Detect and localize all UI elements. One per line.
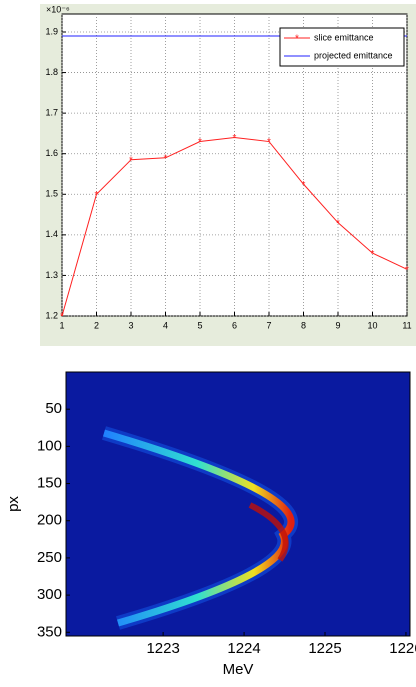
y-tick-label: 1.9 <box>45 26 58 36</box>
legend-marker: * <box>295 34 299 45</box>
x-tick-label: 5 <box>197 320 202 330</box>
y-tick-label: 1.4 <box>45 229 58 239</box>
y-tick-label: 1.8 <box>45 67 58 77</box>
x-tick-label: 2 <box>94 320 99 330</box>
x-tick-label: 1226 <box>389 640 416 657</box>
y-multiplier: ×10⁻⁶ <box>46 4 70 14</box>
y-tick-label: 200 <box>37 512 62 529</box>
y-tick-label: 1.2 <box>45 310 58 320</box>
x-tick-label: 1224 <box>227 640 260 657</box>
y-tick-label: 1.5 <box>45 189 58 199</box>
marker: * <box>129 155 133 166</box>
x-tick-label: 1 <box>59 320 64 330</box>
x-tick-label: 7 <box>266 320 271 330</box>
x-tick-label: 1225 <box>308 640 341 657</box>
y-tick-label: 350 <box>37 623 62 640</box>
legend-label: projected emittance <box>314 50 393 60</box>
marker: * <box>267 137 271 148</box>
x-tick-label: 11 <box>402 320 411 330</box>
y-tick-label: 150 <box>37 475 62 492</box>
heatmap <box>66 372 410 636</box>
axes-frame <box>65 371 411 637</box>
y-tick-label: 50 <box>45 400 62 417</box>
marker: * <box>336 218 340 229</box>
beam-peak <box>248 502 289 562</box>
y-tick-label: 250 <box>37 549 62 566</box>
x-axis-label: MeV <box>223 661 254 678</box>
marker: * <box>164 153 168 164</box>
x-tick-label: 6 <box>232 320 237 330</box>
x-tick-label: 4 <box>163 320 168 330</box>
series-line <box>61 136 408 317</box>
legend-label: slice emittance <box>314 32 374 42</box>
x-tick-label: 9 <box>335 320 340 330</box>
x-tick-label: 8 <box>301 320 306 330</box>
x-tick-label: 10 <box>367 320 377 330</box>
marker: * <box>233 133 237 144</box>
marker: * <box>60 312 64 323</box>
x-tick-label: 3 <box>128 320 133 330</box>
y-tick-label: 100 <box>37 437 62 454</box>
legend-box <box>279 27 405 67</box>
marker: * <box>198 137 202 148</box>
y-tick-label: 1.7 <box>45 108 58 118</box>
y-tick-label: 1.3 <box>45 270 58 280</box>
x-tick-label: 1223 <box>146 640 179 657</box>
marker: * <box>95 190 99 201</box>
marker: * <box>302 180 306 191</box>
y-tick-label: 1.6 <box>45 148 58 158</box>
marker: * <box>371 249 375 260</box>
y-tick-label: 300 <box>37 586 62 603</box>
y-axis-label: px <box>5 496 22 512</box>
marker: * <box>405 265 409 276</box>
heatmap-background <box>66 372 410 636</box>
